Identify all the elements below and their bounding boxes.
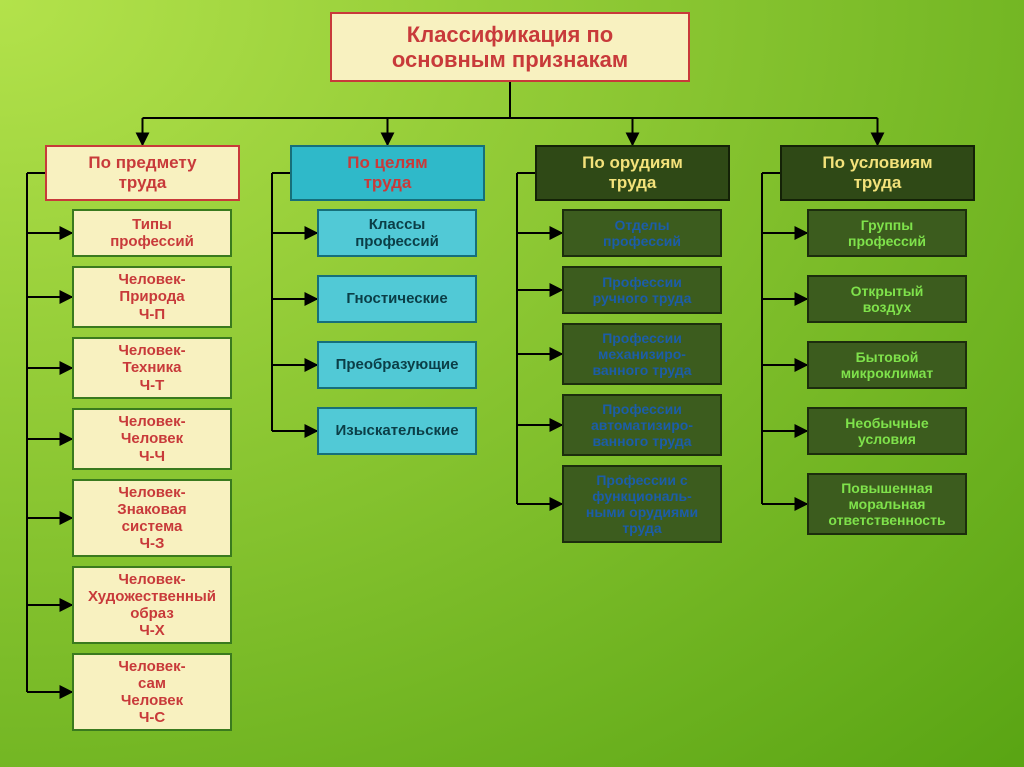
- title-box: Классификация по основным признакам: [330, 12, 690, 82]
- item-tools-0: Отделы профессий: [562, 209, 722, 257]
- item-subject-0: Типы профессий: [72, 209, 232, 257]
- item-subject-5: Человек- Художественный образ Ч-Х: [72, 566, 232, 644]
- item-goals-1: Гностические: [317, 275, 477, 323]
- item-subject-3: Человек- Человек Ч-Ч: [72, 408, 232, 470]
- item-subject-6: Человек- сам Человек Ч-С: [72, 653, 232, 731]
- item-conditions-2: Бытовой микроклимат: [807, 341, 967, 389]
- item-goals-3: Изыскательские: [317, 407, 477, 455]
- item-conditions-0: Группы профессий: [807, 209, 967, 257]
- header-subject: По предмету труда: [45, 145, 240, 201]
- item-tools-2: Профессии механизиро- ванного труда: [562, 323, 722, 385]
- item-subject-1: Человек- Природа Ч-П: [72, 266, 232, 328]
- item-tools-3: Профессии автоматизиро- ванного труда: [562, 394, 722, 456]
- item-tools-1: Профессии ручного труда: [562, 266, 722, 314]
- item-goals-0: Классы профессий: [317, 209, 477, 257]
- item-subject-2: Человек- Техника Ч-Т: [72, 337, 232, 399]
- item-goals-2: Преобразующие: [317, 341, 477, 389]
- item-conditions-3: Необычные условия: [807, 407, 967, 455]
- item-conditions-1: Открытый воздух: [807, 275, 967, 323]
- item-tools-4: Профессии с функциональ- ными орудиями т…: [562, 465, 722, 543]
- item-subject-4: Человек- Знаковая система Ч-З: [72, 479, 232, 557]
- header-conditions: По условиям труда: [780, 145, 975, 201]
- header-tools: По орудиям труда: [535, 145, 730, 201]
- header-goals: По целям труда: [290, 145, 485, 201]
- item-conditions-4: Повышенная моральная ответственность: [807, 473, 967, 535]
